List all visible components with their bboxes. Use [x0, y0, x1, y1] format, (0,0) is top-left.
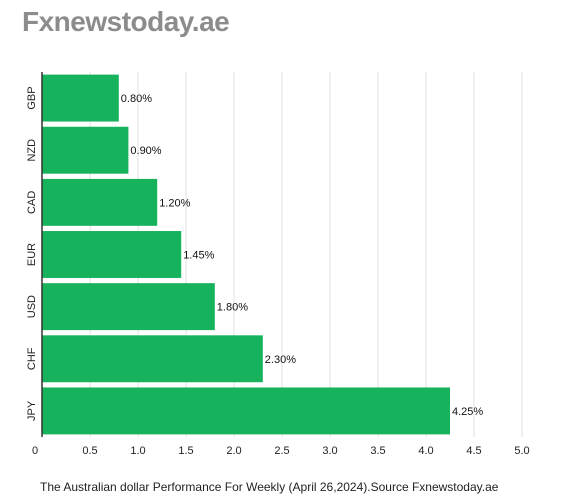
- x-tick-label-1.0: 1.0: [130, 445, 145, 457]
- x-tick-label-4.0: 4.0: [418, 445, 433, 457]
- data-label-cad: 1.20%: [159, 197, 190, 209]
- x-tick-label-2.5: 2.5: [274, 445, 289, 457]
- x-tick-label-0: 0: [32, 445, 38, 457]
- bar-jpy: [42, 387, 450, 435]
- x-tick-label-0.5: 0.5: [82, 445, 97, 457]
- x-tick-label-5.0: 5.0: [514, 445, 529, 457]
- x-tick-label-4.5: 4.5: [466, 445, 481, 457]
- data-label-nzd: 0.90%: [130, 145, 161, 157]
- y-category-label-nzd: NZD: [26, 139, 38, 162]
- bar-chf: [42, 335, 263, 383]
- y-category-label-jpy: JPY: [26, 400, 38, 421]
- axes: 0 0.5 1.0 1.5 2.0 2.5 3.0 3.5 4.0 4.5 5.0 GBP NZD CAD…: [26, 72, 530, 457]
- bar-cad: [42, 178, 158, 226]
- data-label-eur: 1.45%: [183, 250, 214, 262]
- chart-caption: The Australian dollar Performance For We…: [40, 480, 499, 494]
- data-label-chf: 2.30%: [265, 354, 296, 366]
- bar-chart: 0.80% 0.90% 1.20% 1.45% 1.80% 2.30% 4.25% 0 0.5…: [26, 72, 530, 457]
- bar-usd: [42, 283, 215, 331]
- bar-eur: [42, 231, 182, 278]
- data-label-gbp: 0.80%: [121, 93, 152, 105]
- bar-gbp: [42, 74, 119, 122]
- y-category-label-usd: USD: [26, 295, 38, 318]
- data-label-usd: 1.80%: [217, 302, 248, 314]
- y-category-label-gbp: GBP: [26, 86, 38, 109]
- x-tick-label-1.5: 1.5: [178, 445, 193, 457]
- x-tick-label-3.5: 3.5: [370, 445, 385, 457]
- y-category-label-eur: EUR: [26, 243, 38, 266]
- y-category-label-chf: CHF: [26, 347, 38, 370]
- bar-nzd: [42, 126, 129, 174]
- data-label-jpy: 4.25%: [452, 406, 483, 418]
- site-logo-title: Fxnewstoday.ae: [22, 6, 230, 37]
- x-tick-label-2.0: 2.0: [226, 445, 241, 457]
- bars: 0.80% 0.90% 1.20% 1.45% 1.80% 2.30% 4.25%: [42, 74, 483, 435]
- y-category-label-cad: CAD: [26, 191, 38, 214]
- x-tick-label-3.0: 3.0: [322, 445, 337, 457]
